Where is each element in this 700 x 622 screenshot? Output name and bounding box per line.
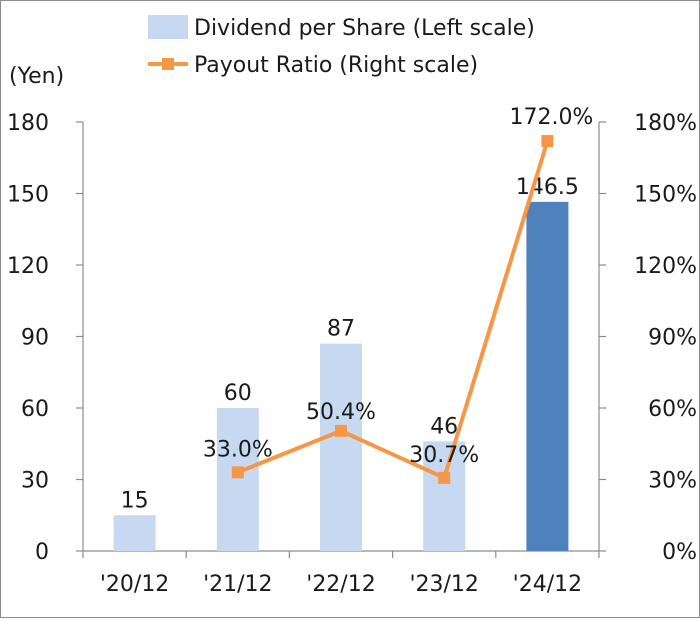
dividend-bar-label: 46 — [430, 414, 458, 439]
payout-ratio-marker — [438, 471, 451, 484]
dividend-bar — [113, 515, 156, 551]
left-tick-label: 0 — [35, 540, 49, 565]
bar-labels-layer: 15 60 87 46 146.5 — [121, 175, 579, 513]
left-tick-label: 120 — [7, 254, 49, 279]
left-tick-label: 90 — [21, 326, 49, 351]
payout-ratio-label: 50.4% — [306, 400, 376, 425]
left-tick-label: 180 — [7, 111, 49, 136]
ticks-layer: 0 30 60 90 120 150 180 0% 30% 60% 90% 120% 150% 180% — [7, 111, 697, 565]
right-tick-label: 150% — [634, 183, 697, 208]
dividend-bar-label: 15 — [121, 488, 149, 513]
payout-ratio-label: 33.0% — [203, 437, 273, 462]
legend-line-label: Payout Ratio (Right scale) — [194, 53, 478, 78]
x-labels-layer: '20/12 '21/12 '22/12 '23/12 '24/12 — [100, 572, 582, 597]
payout-ratio-label: 30.7% — [409, 443, 479, 468]
dividend-bar — [320, 343, 362, 551]
right-tick-label: 30% — [648, 469, 697, 494]
dividend-bar — [526, 201, 569, 551]
bars-layer — [113, 201, 569, 551]
right-tick-label: 120% — [634, 254, 697, 279]
right-tick-label: 90% — [648, 326, 697, 351]
left-tick-label: 30 — [21, 469, 49, 494]
x-category-label: '22/12 — [306, 572, 375, 597]
line-labels-layer: 33.0% 50.4% 30.7% 172.0% — [203, 105, 593, 468]
left-tick-label: 60 — [21, 397, 49, 422]
right-tick-label: 180% — [634, 111, 697, 136]
payout-ratio-marker — [335, 424, 347, 437]
dividend-bar-label: 87 — [327, 317, 355, 342]
line-layer — [231, 135, 554, 484]
x-category-label: '21/12 — [203, 572, 272, 597]
x-category-label: '24/12 — [513, 572, 582, 597]
payout-ratio-label: 172.0% — [509, 105, 593, 130]
payout-ratio-line — [237, 140, 550, 480]
left-tick-label: 150 — [7, 183, 49, 208]
right-tick-label: 60% — [648, 397, 697, 422]
dividend-bar-label: 60 — [224, 381, 252, 406]
dividend-bar — [216, 408, 259, 551]
x-category-label: '23/12 — [409, 572, 478, 597]
right-tick-label: 0% — [662, 540, 697, 565]
payout-ratio-marker — [541, 135, 554, 148]
dividend-bar-label: 146.5 — [516, 175, 579, 200]
legend: Dividend per Share (Left scale) Payout R… — [148, 15, 535, 78]
dividend-bar — [423, 441, 466, 551]
payout-ratio-marker — [231, 466, 244, 479]
legend-line-marker — [162, 58, 174, 70]
left-axis-unit-label: (Yen) — [9, 64, 64, 89]
x-category-label: '20/12 — [100, 572, 169, 597]
legend-bar-label: Dividend per Share (Left scale) — [194, 16, 535, 41]
legend-bar-swatch — [148, 15, 188, 39]
